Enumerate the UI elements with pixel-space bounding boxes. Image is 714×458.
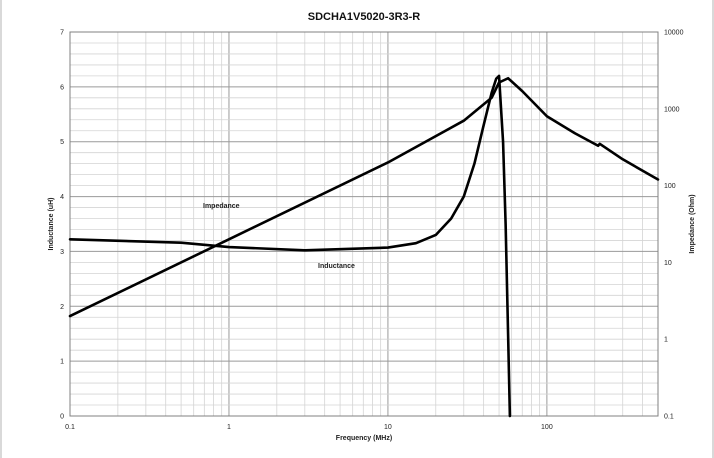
x-axis-title: Frequency (MHz) xyxy=(336,435,392,442)
y-left-tick-label: 0 xyxy=(60,414,64,421)
frame-left-border xyxy=(0,0,2,458)
y-left-tick-label: 3 xyxy=(60,249,64,256)
y-left-tick-label: 7 xyxy=(60,30,64,37)
y-left-tick-label: 2 xyxy=(60,304,64,311)
y-right-tick-label: 10 xyxy=(664,260,672,267)
annotation-impedance: Impedance xyxy=(203,203,240,210)
x-tick-label: 10 xyxy=(384,424,392,431)
x-tick-label: 1 xyxy=(227,424,231,431)
y-left-tick-label: 5 xyxy=(60,139,64,146)
y-right-tick-label: 1 xyxy=(664,337,668,344)
chart-title: SDCHA1V5020-3R3-R xyxy=(308,11,421,23)
frame-right-border xyxy=(712,0,714,458)
y-left-tick-label: 6 xyxy=(60,84,64,91)
y-right-tick-label: 0.1 xyxy=(664,414,674,421)
x-tick-label: 100 xyxy=(541,424,553,431)
x-tick-label: 0.1 xyxy=(65,424,75,431)
y-right-tick-label: 10000 xyxy=(664,30,684,37)
y-right-axis-title: Impedance (Ohm) xyxy=(689,194,696,253)
y-left-axis-title: Inductance (uH) xyxy=(48,198,55,251)
y-left-tick-label: 4 xyxy=(60,194,64,201)
plot-frame xyxy=(69,31,659,417)
series-layer xyxy=(68,74,660,418)
grid xyxy=(69,31,659,417)
y-left-tick-label: 1 xyxy=(60,359,64,366)
series-impedance-line xyxy=(68,76,660,318)
annotation-inductance: Inductance xyxy=(318,263,355,270)
y-right-tick-label: 100 xyxy=(664,183,676,190)
y-right-tick-label: 1000 xyxy=(664,106,680,113)
series-inductance-line xyxy=(68,74,512,418)
